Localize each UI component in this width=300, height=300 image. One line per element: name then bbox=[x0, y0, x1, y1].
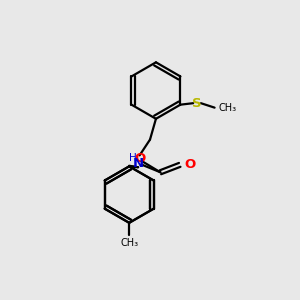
Text: CH₃: CH₃ bbox=[120, 238, 138, 248]
Text: S: S bbox=[192, 97, 202, 110]
Text: O: O bbox=[184, 158, 195, 171]
Text: CH₃: CH₃ bbox=[218, 103, 236, 112]
Text: O: O bbox=[134, 152, 145, 165]
Text: H: H bbox=[129, 153, 136, 163]
Text: N: N bbox=[133, 157, 144, 170]
